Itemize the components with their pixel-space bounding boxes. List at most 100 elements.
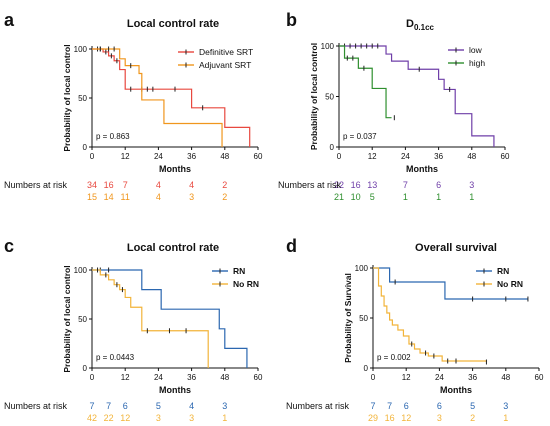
x-tick-label: 60 [254,152,263,161]
x-tick-label: 48 [220,152,229,161]
legend-label: high [469,58,485,68]
x-axis-label: Months [159,385,191,395]
x-tick-label: 12 [121,152,130,161]
series-line-0 [92,48,251,147]
risk-number: 2 [222,180,227,190]
legend-label: RN [233,266,245,276]
p-value: p = 0.863 [96,132,130,141]
risk-number: 10 [351,192,361,202]
x-axis-label: Months [159,164,191,174]
x-tick-label: 24 [154,152,163,161]
risk-label: Numbers at risk [286,401,350,411]
x-tick-label: 36 [434,152,443,161]
chart-title: D0.1cc [406,18,435,32]
risk-number: 3 [469,180,474,190]
risk-number: 1 [469,192,474,202]
chart-title-main: Local control rate [127,242,219,254]
risk-number: 34 [87,180,97,190]
risk-number: 6 [404,401,409,411]
p-value: p = 0.0443 [96,353,135,362]
y-tick-label: 100 [74,266,88,275]
risk-number: 1 [403,192,408,202]
risk-number: 22 [104,413,114,423]
risk-number: 42 [87,413,97,423]
legend-label: RN [497,266,509,276]
risk-number: 22 [334,180,344,190]
y-tick-label: 0 [83,143,88,152]
y-tick-label: 0 [83,364,88,373]
risk-number: 14 [104,192,114,202]
risk-number: 5 [470,401,475,411]
risk-number: 3 [503,401,508,411]
x-tick-label: 60 [535,373,544,382]
x-tick-label: 48 [220,373,229,382]
risk-number: 7 [387,401,392,411]
series-line-0 [373,267,528,300]
risk-number: 6 [436,180,441,190]
y-tick-label: 50 [78,94,87,103]
risk-number: 12 [401,413,411,423]
series-line-1 [373,267,488,362]
x-tick-label: 36 [468,373,477,382]
x-tick-label: 0 [337,152,342,161]
x-tick-label: 24 [154,373,163,382]
series-line-0 [92,269,248,368]
risk-number: 3 [156,413,161,423]
y-tick-label: 0 [364,364,369,373]
chart-title-main: Local control rate [127,18,219,30]
y-tick-label: 50 [78,315,87,324]
risk-number: 7 [403,180,408,190]
risk-number: 4 [156,192,161,202]
y-tick-label: 100 [355,264,369,273]
y-axis-label: Probability of local control [309,43,319,150]
risk-number: 4 [156,180,161,190]
y-axis-label: Probability of local control [62,265,72,372]
x-tick-label: 48 [467,152,476,161]
panel-letter: c [4,236,14,256]
risk-number: 5 [370,192,375,202]
risk-number: 4 [189,180,194,190]
chart-title: Local control rate [127,242,219,254]
risk-number: 29 [368,413,378,423]
y-tick-label: 100 [321,42,335,51]
risk-number: 3 [222,401,227,411]
series-line-1 [339,45,392,119]
risk-number: 5 [156,401,161,411]
x-tick-label: 60 [501,152,510,161]
legend-label: low [469,45,483,55]
chart-title: Overall survival [415,242,497,254]
risk-number: 15 [87,192,97,202]
risk-number: 4 [189,401,194,411]
legend-label: No RN [233,279,259,289]
x-tick-label: 48 [501,373,510,382]
chart-title-main: D [406,18,414,30]
x-tick-label: 60 [254,373,263,382]
x-axis-label: Months [440,385,472,395]
risk-number: 2 [222,192,227,202]
risk-number: 7 [370,401,375,411]
y-tick-label: 50 [359,314,368,323]
risk-number: 21 [334,192,344,202]
panel-letter: d [286,236,297,256]
risk-label: Numbers at risk [4,180,68,190]
legend-label: Definitive SRT [199,47,253,57]
risk-number: 12 [120,413,130,423]
legend-label: Adjuvant SRT [199,60,251,70]
x-tick-label: 12 [121,373,130,382]
risk-number: 6 [123,401,128,411]
p-value: p = 0.037 [343,132,377,141]
risk-number: 7 [106,401,111,411]
risk-number: 16 [385,413,395,423]
risk-number: 7 [123,180,128,190]
series-line-0 [339,45,495,147]
x-tick-label: 24 [435,373,444,382]
y-tick-label: 100 [74,45,88,54]
y-tick-label: 50 [325,93,334,102]
x-tick-label: 36 [187,373,196,382]
x-tick-label: 12 [368,152,377,161]
